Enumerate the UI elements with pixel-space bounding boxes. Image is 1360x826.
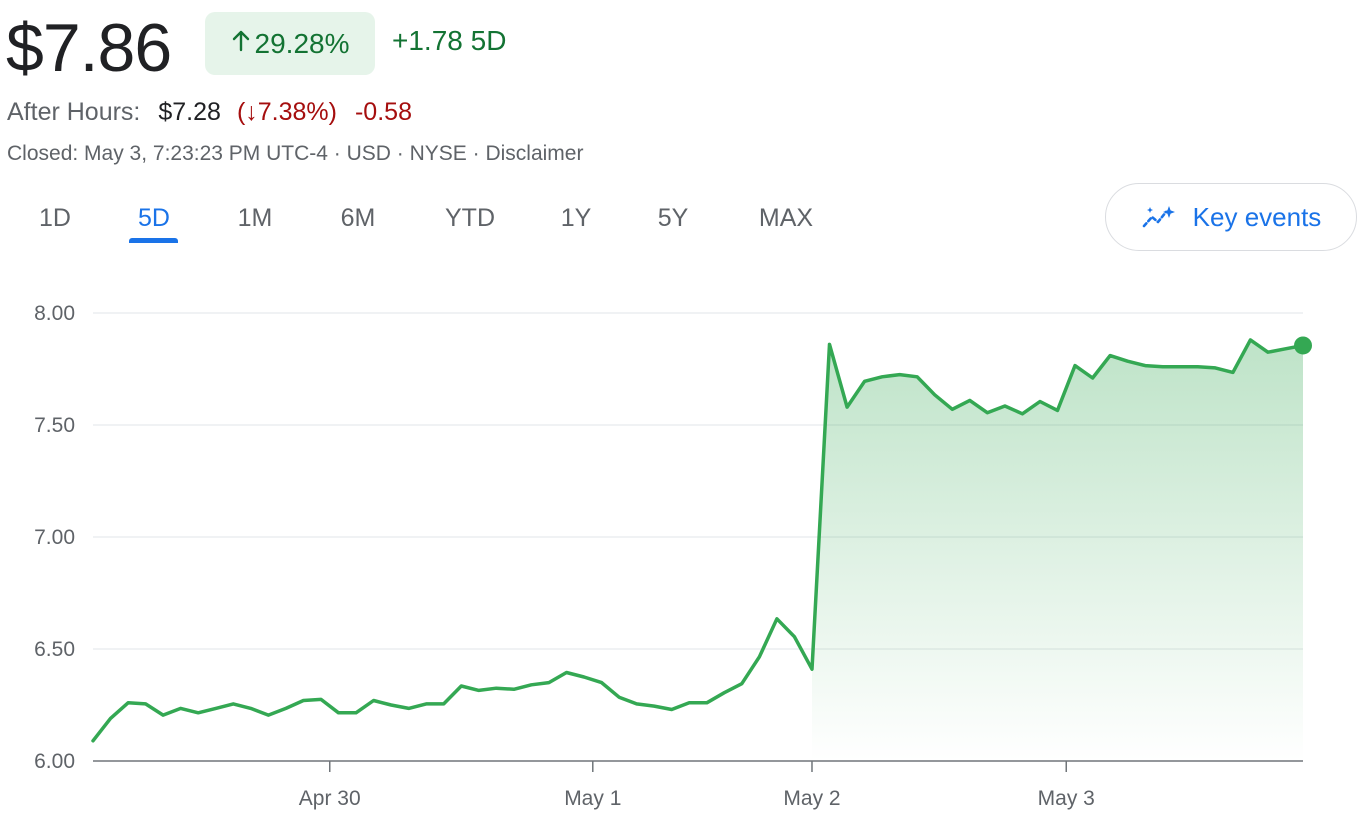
x-axis-labels: Apr 30 May 1 May 2 May 3 — [299, 761, 1095, 810]
change-absolute: +1.78 5D — [392, 25, 507, 56]
x-tick-label: Apr 30 — [299, 787, 361, 810]
y-tick-label: 7.50 — [34, 414, 75, 437]
market-status: Closed: May 3, 7:23:23 PM UTC-4 · USD · … — [7, 142, 584, 165]
sparkle-trend-icon — [1141, 204, 1177, 230]
y-tick-label: 7.00 — [34, 526, 75, 549]
after-hours-change: -0.58 — [354, 98, 412, 126]
tab-1y[interactable]: 1Y — [560, 204, 592, 232]
x-tick-label: May 3 — [1038, 787, 1095, 810]
after-hours-row: After Hours: $7.28 (↓7.38%) -0.58 — [7, 96, 412, 128]
change-percent-badge: 29.28% — [205, 12, 375, 75]
y-tick-label: 6.50 — [34, 638, 75, 661]
last-price-marker — [1294, 336, 1312, 355]
x-tick-label: May 1 — [564, 787, 621, 810]
key-events-label: Key events — [1192, 201, 1322, 232]
y-tick-label: 6.00 — [34, 750, 75, 773]
tab-6m[interactable]: 6M — [340, 204, 376, 232]
current-price: $7.86 — [6, 10, 172, 86]
tab-5d[interactable]: 5D — [138, 204, 170, 232]
price-area-fill — [812, 339, 1303, 761]
active-tab-indicator — [129, 238, 178, 243]
key-events-button[interactable]: Key events — [1105, 183, 1357, 251]
change-percent: 29.28% — [254, 27, 350, 59]
tab-ytd[interactable]: YTD — [445, 204, 495, 232]
after-hours-label: After Hours: — [7, 98, 141, 126]
y-axis-labels: 8.00 7.50 7.00 6.50 6.00 — [34, 302, 75, 773]
tab-1d[interactable]: 1D — [39, 204, 71, 232]
arrow-up-icon — [231, 28, 251, 60]
after-hours-price: $7.28 — [158, 98, 221, 126]
price-line — [91, 338, 1305, 743]
tab-1m[interactable]: 1M — [237, 204, 273, 232]
after-hours-percent: (↓7.38%) — [236, 98, 337, 126]
x-tick-label: May 2 — [783, 787, 840, 810]
tab-5y[interactable]: 5Y — [657, 204, 689, 232]
tab-max[interactable]: MAX — [758, 204, 814, 232]
y-tick-label: 8.00 — [34, 302, 75, 325]
